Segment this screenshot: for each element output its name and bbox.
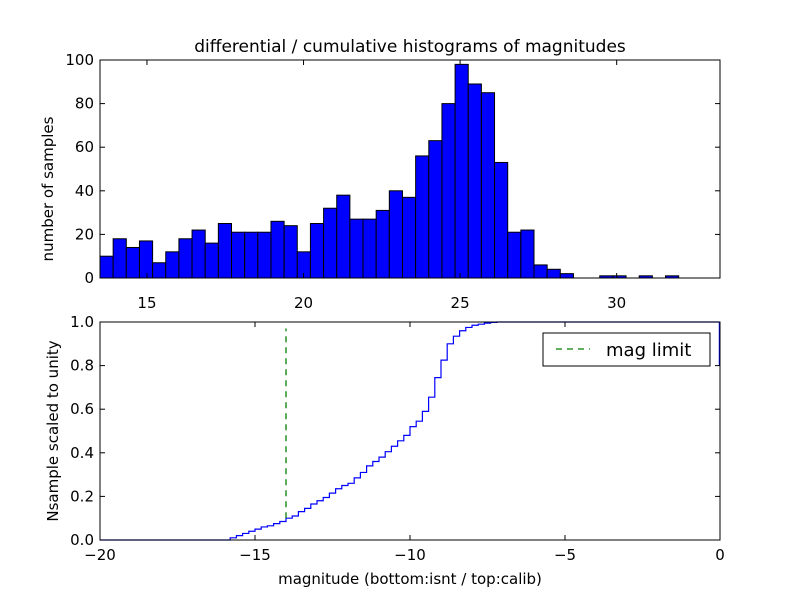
x-tick-label: 15: [137, 294, 156, 312]
histogram-bar: [138, 240, 154, 279]
histogram-bar: [520, 229, 535, 279]
histogram-bar: [257, 231, 272, 279]
y-tick-label: 0.4: [70, 444, 94, 462]
histogram-bar: [165, 251, 180, 279]
y-tick-label: 0.0: [70, 531, 94, 549]
histogram-bar: [270, 220, 285, 279]
histogram-bar: [349, 218, 364, 279]
y-tick-label: 100: [65, 51, 94, 69]
histogram-bar: [441, 103, 456, 279]
histogram-bar: [178, 238, 193, 279]
histogram-bar: [309, 223, 325, 279]
histogram-bar: [217, 223, 233, 279]
y-tick-label: 0.8: [70, 357, 94, 375]
y-tick-label: 0: [84, 269, 94, 287]
x-tick-label: 30: [607, 294, 626, 312]
x-tick-label: −5: [554, 546, 576, 564]
histogram-bar: [99, 255, 114, 279]
x-tick-label: −15: [239, 546, 271, 564]
histogram-bar: [494, 161, 509, 279]
y-tick-label: 40: [75, 182, 94, 200]
x-tick-label: 20: [294, 294, 313, 312]
histogram-bar: [467, 83, 482, 279]
cumulative-step-line: [100, 321, 720, 541]
legend-label-mag-limit: mag limit: [606, 340, 691, 361]
histogram-bar: [125, 246, 140, 279]
histogram-bar: [283, 225, 298, 279]
x-tick-label: −20: [84, 546, 116, 564]
histogram-bar: [480, 92, 496, 279]
histogram-bar: [388, 190, 403, 279]
histogram-bar: [507, 231, 522, 279]
histogram-bar: [231, 231, 246, 279]
histogram-bar: [428, 140, 443, 279]
histogram-bar: [546, 268, 561, 279]
chart-title: differential / cumulative histograms of …: [194, 37, 626, 57]
histogram-ticks: 0 20 40 60 80 100 15 20 25 30: [65, 51, 720, 312]
y-tick-label: 1.0: [70, 313, 94, 331]
histogram-bar: [152, 262, 167, 279]
cumulative-chart: magnitude (bottom:isnt / top:calib) Nsam…: [44, 313, 725, 588]
histogram-bar: [454, 63, 469, 279]
histogram-bar: [323, 207, 338, 279]
y-tick-label: 80: [75, 95, 94, 113]
cumulative-plot-frame: [99, 321, 721, 541]
cumulative-lines: [100, 321, 720, 541]
histogram-bar: [362, 218, 377, 279]
histogram-plot-frame: [99, 59, 721, 279]
histogram-bar: [533, 264, 548, 279]
histogram-bar: [244, 231, 259, 279]
histogram-bars: [99, 63, 680, 279]
legend: mag limit: [542, 332, 711, 367]
y-tick-label: 60: [75, 138, 94, 156]
cumulative-x-axis-label: magnitude (bottom:isnt / top:calib): [278, 570, 542, 588]
histogram-bar: [401, 196, 417, 279]
x-tick-label: −10: [394, 546, 426, 564]
histogram-bar: [559, 273, 574, 279]
histogram-bar: [375, 209, 390, 279]
histogram-y-axis-label: number of samples: [39, 116, 57, 261]
histogram-bar: [191, 229, 206, 279]
x-tick-label: 0: [715, 546, 725, 564]
y-tick-label: 0.2: [70, 487, 94, 505]
histogram-bar: [336, 194, 351, 279]
x-tick-label: 25: [451, 294, 470, 312]
histogram-bar: [415, 155, 430, 279]
y-tick-label: 0.6: [70, 400, 94, 418]
histogram-bar: [112, 238, 127, 279]
cumulative-y-axis-label: Nsample scaled to unity: [44, 340, 62, 521]
y-tick-label: 20: [75, 225, 94, 243]
histogram-chart: differential / cumulative histograms of …: [39, 37, 721, 312]
histogram-bar: [204, 242, 219, 279]
